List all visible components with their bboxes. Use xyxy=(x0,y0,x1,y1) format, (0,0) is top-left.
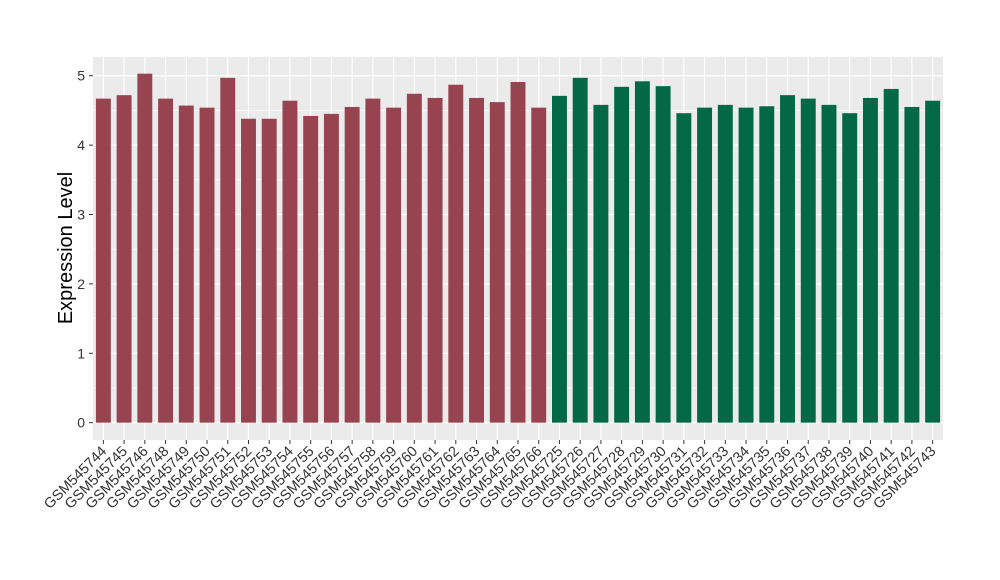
bar xyxy=(800,98,816,423)
bar xyxy=(883,88,899,423)
bar xyxy=(95,98,111,423)
bar xyxy=(158,98,174,423)
bar xyxy=(241,118,256,423)
bar xyxy=(842,113,858,423)
y-tick-label: 3 xyxy=(77,207,85,223)
bar xyxy=(717,104,733,423)
bar xyxy=(199,107,215,423)
bar xyxy=(323,113,339,423)
bar xyxy=(386,107,402,423)
bar xyxy=(344,106,360,423)
bar xyxy=(780,95,795,423)
bar xyxy=(655,86,671,423)
bar xyxy=(303,115,319,423)
bar xyxy=(614,86,630,423)
bar xyxy=(738,107,754,423)
bar xyxy=(697,107,713,423)
bar xyxy=(261,118,277,423)
bar xyxy=(137,73,153,423)
bar xyxy=(925,100,941,423)
bar xyxy=(282,100,298,423)
bar xyxy=(531,107,547,423)
bar xyxy=(552,95,567,423)
y-tick-label: 1 xyxy=(77,345,85,361)
y-tick-label: 4 xyxy=(77,137,85,153)
bar xyxy=(116,95,132,423)
bar xyxy=(862,97,878,423)
bar xyxy=(510,81,526,423)
bar xyxy=(448,84,464,423)
y-axis-label: Expression Level xyxy=(55,172,77,324)
bar xyxy=(365,98,381,423)
bar xyxy=(427,97,443,423)
bar xyxy=(469,97,484,423)
y-tick-label: 0 xyxy=(77,415,85,431)
bar xyxy=(178,105,194,423)
bar xyxy=(676,113,692,423)
y-tick-label: 2 xyxy=(77,276,85,292)
bar xyxy=(593,104,609,423)
bar xyxy=(220,77,236,423)
bar xyxy=(406,93,422,423)
bar xyxy=(634,81,650,423)
y-tick-label: 5 xyxy=(77,68,85,84)
bar xyxy=(489,102,505,423)
bar xyxy=(759,106,775,423)
bar xyxy=(821,104,837,423)
bar xyxy=(572,77,588,423)
bar xyxy=(904,106,920,423)
